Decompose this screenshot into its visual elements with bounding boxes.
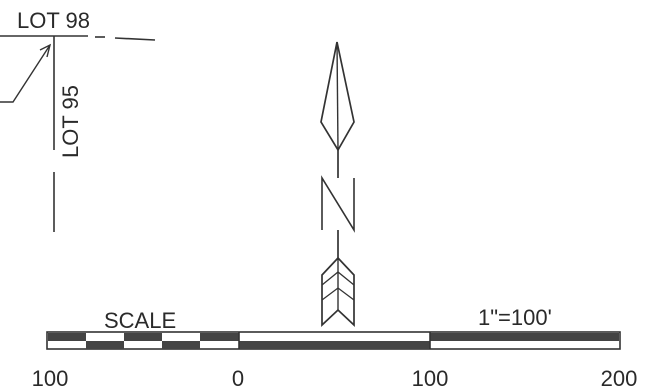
north-letter-glyph [321,175,355,233]
lot-boundaries [0,35,156,232]
scale-bar [46,331,621,350]
scale-tick-label: 0 [232,366,244,390]
north-arrow [320,41,355,327]
north-arrow-tail [321,257,355,327]
scale-tick-label: 100 [412,366,449,390]
lot-98-boundary-dash-2 [114,37,156,41]
scale-title: SCALE [104,308,176,333]
scale-tick-label: 200 [601,366,638,390]
scale-tick-label: 100 [32,366,69,390]
lot-98-label: LOT 98 [17,8,90,33]
scale-ratio: 1"=100' [478,305,552,330]
leader-arrow [0,43,52,103]
scale-bar-subdivisions [48,333,239,349]
lot-95-label: LOT 95 [58,85,83,158]
scale-bar-segment-0-100 [239,341,430,349]
scale-bar-segment-100-200 [430,333,619,341]
north-arrow-tip-spine [336,41,339,151]
